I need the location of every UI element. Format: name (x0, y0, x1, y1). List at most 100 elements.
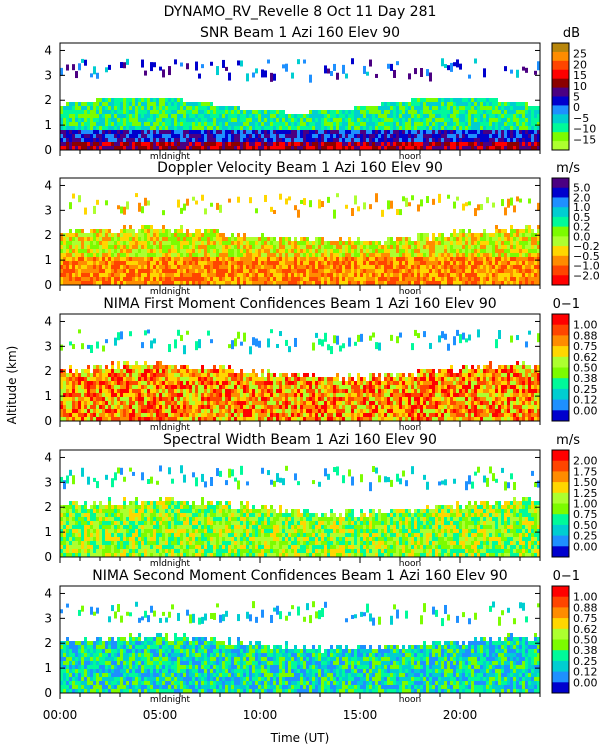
colorbar-segment (552, 207, 569, 217)
colorbar-segment (552, 536, 569, 547)
colorbar-label: 0.00 (573, 676, 598, 689)
panel-2: Doppler Velocity Beam 1 Azi 160 Elev 90 m… (44, 160, 599, 297)
x-tick-label: 05:00 (143, 708, 178, 722)
colorbar-segment (552, 629, 569, 640)
colorbar-segment (552, 79, 569, 88)
y-tick-label: 1 (44, 389, 52, 403)
colorbar-segment (552, 275, 569, 285)
colorbar-segment (552, 132, 569, 141)
colorbar-segment (552, 88, 569, 97)
colorbar-segment (552, 266, 569, 276)
panels: SNR Beam 1 Azi 160 Elev 90 dB 0 1 2 3 4 midnigh… (43, 25, 600, 722)
colorbar-segment (552, 197, 569, 207)
panel-title: Spectral Width Beam 1 Azi 160 Elev 90 (163, 432, 437, 448)
colorbar-segment (552, 471, 569, 482)
y-tick-label: 3 (44, 339, 52, 353)
colorbar-segment (552, 607, 569, 618)
x-tick-label: 10:00 (243, 708, 278, 722)
y-tick-label: 1 (44, 253, 52, 267)
data-field (60, 465, 540, 557)
y-tick-label: 1 (44, 661, 52, 675)
colorbar-segment (552, 368, 569, 379)
colorbar-segment (552, 227, 569, 237)
colorbar-segment (552, 546, 569, 557)
data-field (60, 601, 540, 693)
x-axis-label: Time (UT) (270, 731, 330, 745)
data-field (60, 193, 540, 285)
panel-3: NIMA First Moment Confidences Beam 1 Azi… (44, 296, 597, 433)
colorbar-segment (552, 141, 569, 150)
y-tick-label: 3 (44, 203, 52, 217)
x-tick-label: 20:00 (443, 708, 478, 722)
colorbar-segment (552, 378, 569, 389)
colorbar-unit: m/s (556, 161, 580, 176)
y-tick-label: 4 (44, 178, 52, 192)
colorbar-segment (552, 493, 569, 504)
colorbar-segment (552, 217, 569, 227)
colorbar-segment (552, 346, 569, 357)
y-tick-label: 2 (44, 364, 52, 378)
panel-title: Doppler Velocity Beam 1 Azi 160 Elev 90 (157, 160, 443, 176)
colorbar-unit: 0−1 (553, 297, 580, 312)
colorbar-segment (552, 105, 569, 114)
y-tick-label: 4 (44, 450, 52, 464)
colorbar-segment (552, 400, 569, 411)
colorbar-label: −2.0 (573, 269, 600, 282)
colorbar-segment (552, 504, 569, 515)
y-tick-label: 1 (44, 118, 52, 132)
y-tick-label: 2 (44, 500, 52, 514)
colorbar-segment (552, 410, 569, 421)
colorbar-segment (552, 514, 569, 525)
colorbar-segment (552, 314, 569, 325)
y-tick-label: 3 (44, 611, 52, 625)
colorbar-unit: m/s (556, 433, 580, 448)
colorbar-label: −15 (573, 133, 596, 146)
y-tick-label: 0 (44, 414, 52, 428)
colorbar-segment (552, 114, 569, 123)
panel-title: SNR Beam 1 Azi 160 Elev 90 (200, 25, 400, 41)
y-tick-label: 3 (44, 475, 52, 489)
colorbar-unit: 0−1 (553, 569, 580, 584)
colorbar-label: 0.00 (573, 540, 598, 553)
colorbar-segment (552, 482, 569, 493)
panel-5: NIMA Second Moment Confidences Beam 1 Az… (44, 568, 597, 705)
x-tick-label: 15:00 (343, 708, 378, 722)
colorbar-segment (552, 70, 569, 79)
y-tick-label: 2 (44, 636, 52, 650)
colorbar-unit: dB (563, 26, 580, 41)
colorbar-segment (552, 640, 569, 651)
colorbar-segment (552, 52, 569, 61)
colorbar-segment (552, 661, 569, 672)
data-field (60, 58, 540, 150)
colorbar-label: 0.00 (573, 404, 598, 417)
y-tick-label: 0 (44, 686, 52, 700)
panel-4: Spectral Width Beam 1 Azi 160 Elev 90 m/s… (44, 432, 597, 569)
colorbar-segment (552, 325, 569, 336)
y-tick-label: 0 (44, 550, 52, 564)
colorbar-segment (552, 123, 569, 132)
colorbar-segment (552, 586, 569, 597)
y-axis-label: Altitude (km) (5, 346, 19, 425)
day-marker-label: noon (399, 695, 421, 705)
colorbar-segment (552, 389, 569, 400)
colorbar-segment (552, 682, 569, 693)
colorbar-segment (552, 178, 569, 188)
colorbar-segment (552, 246, 569, 256)
day-marker-label: midnight (150, 695, 191, 705)
colorbar-segment (552, 357, 569, 368)
colorbar-segment (552, 97, 569, 106)
y-tick-label: 2 (44, 93, 52, 107)
x-tick-label: 00:00 (43, 708, 78, 722)
colorbar-segment (552, 525, 569, 536)
colorbar-segment (552, 618, 569, 629)
colorbar-segment (552, 450, 569, 461)
colorbar-segment (552, 236, 569, 246)
colorbar-segment (552, 188, 569, 198)
y-tick-label: 4 (44, 43, 52, 57)
data-field (60, 329, 540, 421)
header-title: DYNAMO_RV_Revelle 8 Oct 11 Day 281 (164, 4, 437, 20)
y-tick-label: 1 (44, 525, 52, 539)
y-tick-label: 0 (44, 278, 52, 292)
